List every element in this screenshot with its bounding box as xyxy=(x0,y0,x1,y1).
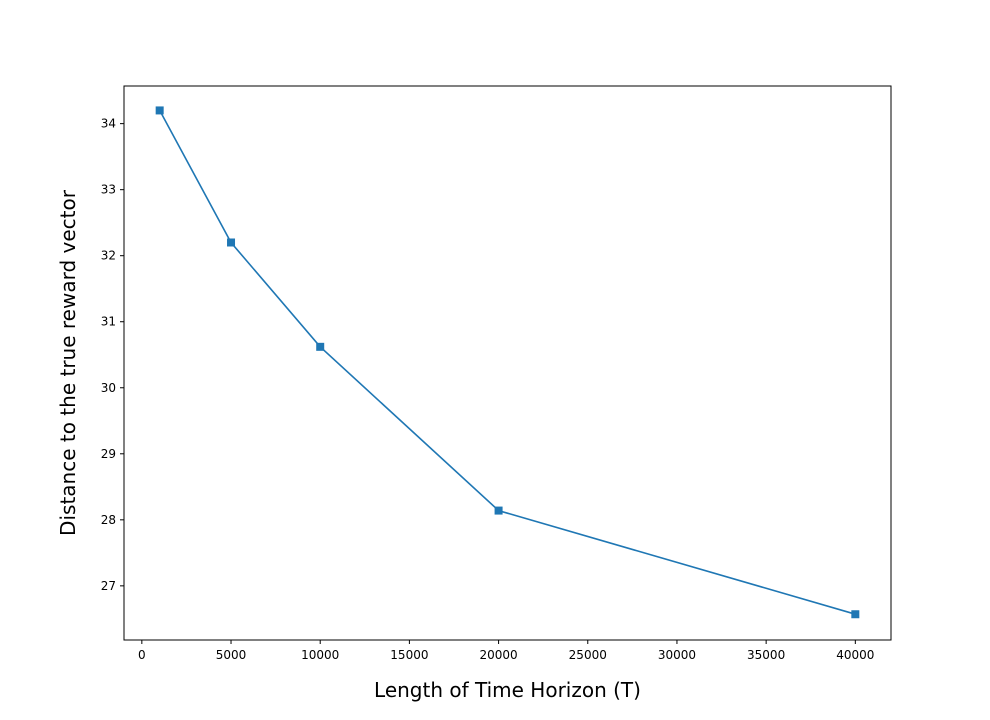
y-tick-label: 29 xyxy=(101,447,116,461)
y-tick-label: 31 xyxy=(101,315,116,329)
x-axis-ticks: 0 5000 10000 15000 20000 25000 30000 35000 40000 xyxy=(138,640,874,662)
data-point-marker xyxy=(851,610,860,619)
x-axis-label: Length of Time Horizon (T) xyxy=(374,678,641,702)
y-tick-label: 30 xyxy=(101,381,116,395)
x-tick-label: 15000 xyxy=(390,648,428,662)
data-point-marker xyxy=(227,238,236,247)
y-axis-label: Distance to the true reward vector xyxy=(56,189,80,536)
y-tick-label: 32 xyxy=(101,249,116,263)
y-tick-label: 27 xyxy=(101,579,116,593)
data-point-marker xyxy=(155,106,164,115)
y-axis-ticks: 27 28 29 30 31 32 33 34 xyxy=(101,117,124,593)
x-tick-label: 40000 xyxy=(836,648,874,662)
x-tick-label: 20000 xyxy=(479,648,517,662)
x-tick-label: 0 xyxy=(138,648,146,662)
data-point-marker xyxy=(316,342,325,351)
x-tick-label: 5000 xyxy=(216,648,247,662)
y-tick-label: 33 xyxy=(101,183,116,197)
plot-frame xyxy=(123,85,892,641)
series-layer xyxy=(155,106,860,619)
x-tick-label: 35000 xyxy=(747,648,785,662)
x-tick-label: 10000 xyxy=(301,648,339,662)
x-tick-label: 25000 xyxy=(569,648,607,662)
x-tick-label: 30000 xyxy=(658,648,696,662)
y-tick-label: 34 xyxy=(101,117,116,131)
y-tick-label: 28 xyxy=(101,513,116,527)
data-point-marker xyxy=(494,506,503,515)
